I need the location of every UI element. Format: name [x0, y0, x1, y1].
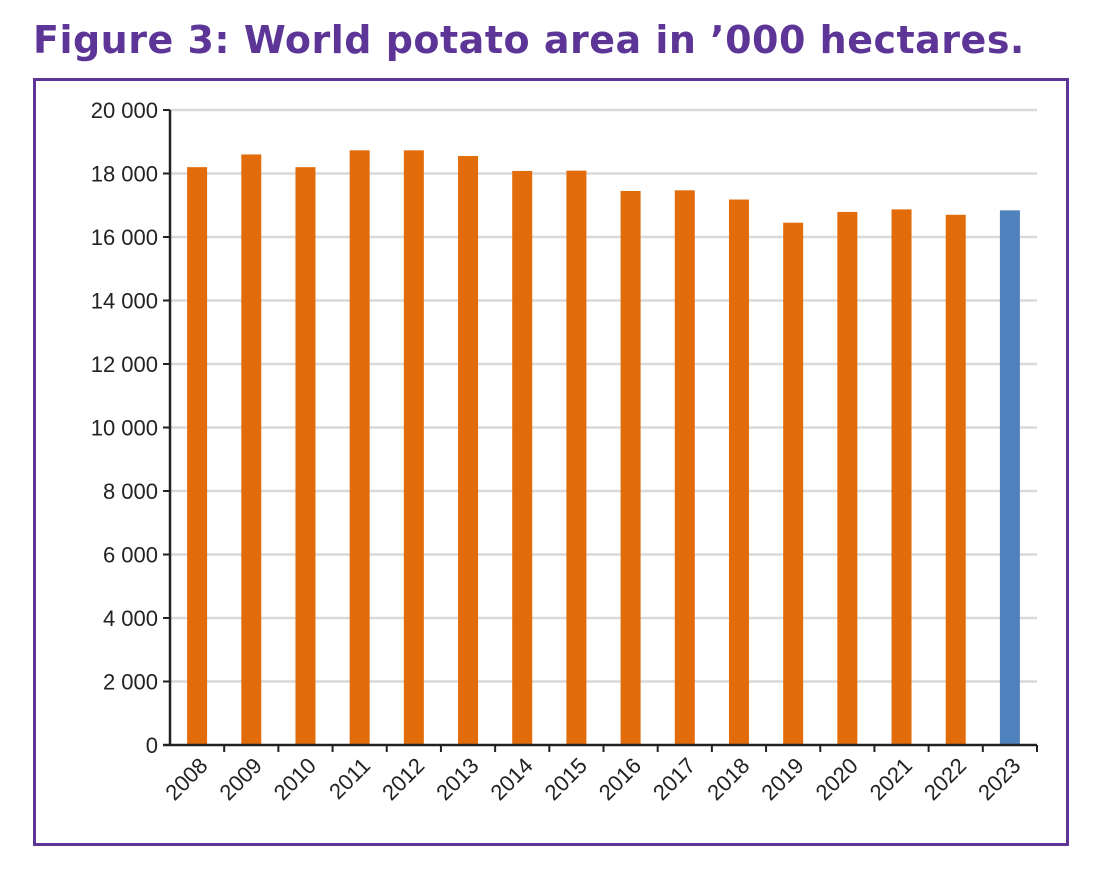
y-tick-label: 4 000: [103, 606, 158, 631]
y-tick-label: 14 000: [91, 289, 158, 314]
bar-2011: [349, 150, 370, 745]
x-tick-label: 2019: [756, 753, 808, 805]
y-tick-label: 8 000: [103, 479, 158, 504]
bar-2016: [620, 190, 641, 745]
bar-2019: [783, 222, 804, 745]
x-tick-label: 2016: [594, 753, 646, 805]
x-tick-label: 2022: [919, 753, 971, 805]
bar-2009: [241, 154, 262, 745]
y-tick-label: 18 000: [91, 162, 158, 187]
x-tick-label: 2010: [269, 753, 321, 805]
bar-2013: [458, 156, 479, 746]
x-tick-label: 2008: [160, 753, 212, 805]
bar-2023: [999, 210, 1020, 745]
bar-2012: [403, 150, 424, 745]
bar-2015: [566, 170, 587, 745]
x-tick-label: 2023: [973, 753, 1025, 805]
x-tick-label: 2012: [377, 753, 429, 805]
bar-2021: [891, 209, 912, 745]
x-tick-label: 2017: [648, 753, 700, 805]
y-tick-label: 16 000: [91, 225, 158, 250]
chart-frame: [33, 78, 1069, 846]
y-tick-label: 20 000: [91, 98, 158, 123]
y-tick-label: 2 000: [103, 670, 158, 695]
bar-2022: [945, 214, 966, 745]
bar-2018: [728, 199, 749, 745]
x-tick-label: 2021: [865, 753, 917, 805]
x-tick-label: 2014: [485, 753, 537, 805]
x-tick-label: 2020: [811, 753, 863, 805]
x-tick-label: 2009: [215, 753, 267, 805]
y-tick-label: 12 000: [91, 352, 158, 377]
y-tick-label: 10 000: [91, 416, 158, 441]
bar-2020: [837, 211, 858, 746]
x-tick-label: 2015: [540, 753, 592, 805]
x-tick-label: 2013: [431, 753, 483, 805]
y-tick-label: 6 000: [103, 543, 158, 568]
y-tick-label: 0: [146, 733, 158, 758]
bar-2017: [674, 190, 695, 745]
bar-2008: [187, 167, 208, 745]
x-tick-label: 2011: [324, 753, 375, 804]
bar-2010: [295, 167, 316, 745]
x-tick-label: 2018: [702, 753, 754, 805]
chart-title: Figure 3: World potato area in ’000 hect…: [33, 18, 1025, 62]
bar-2014: [512, 170, 533, 745]
